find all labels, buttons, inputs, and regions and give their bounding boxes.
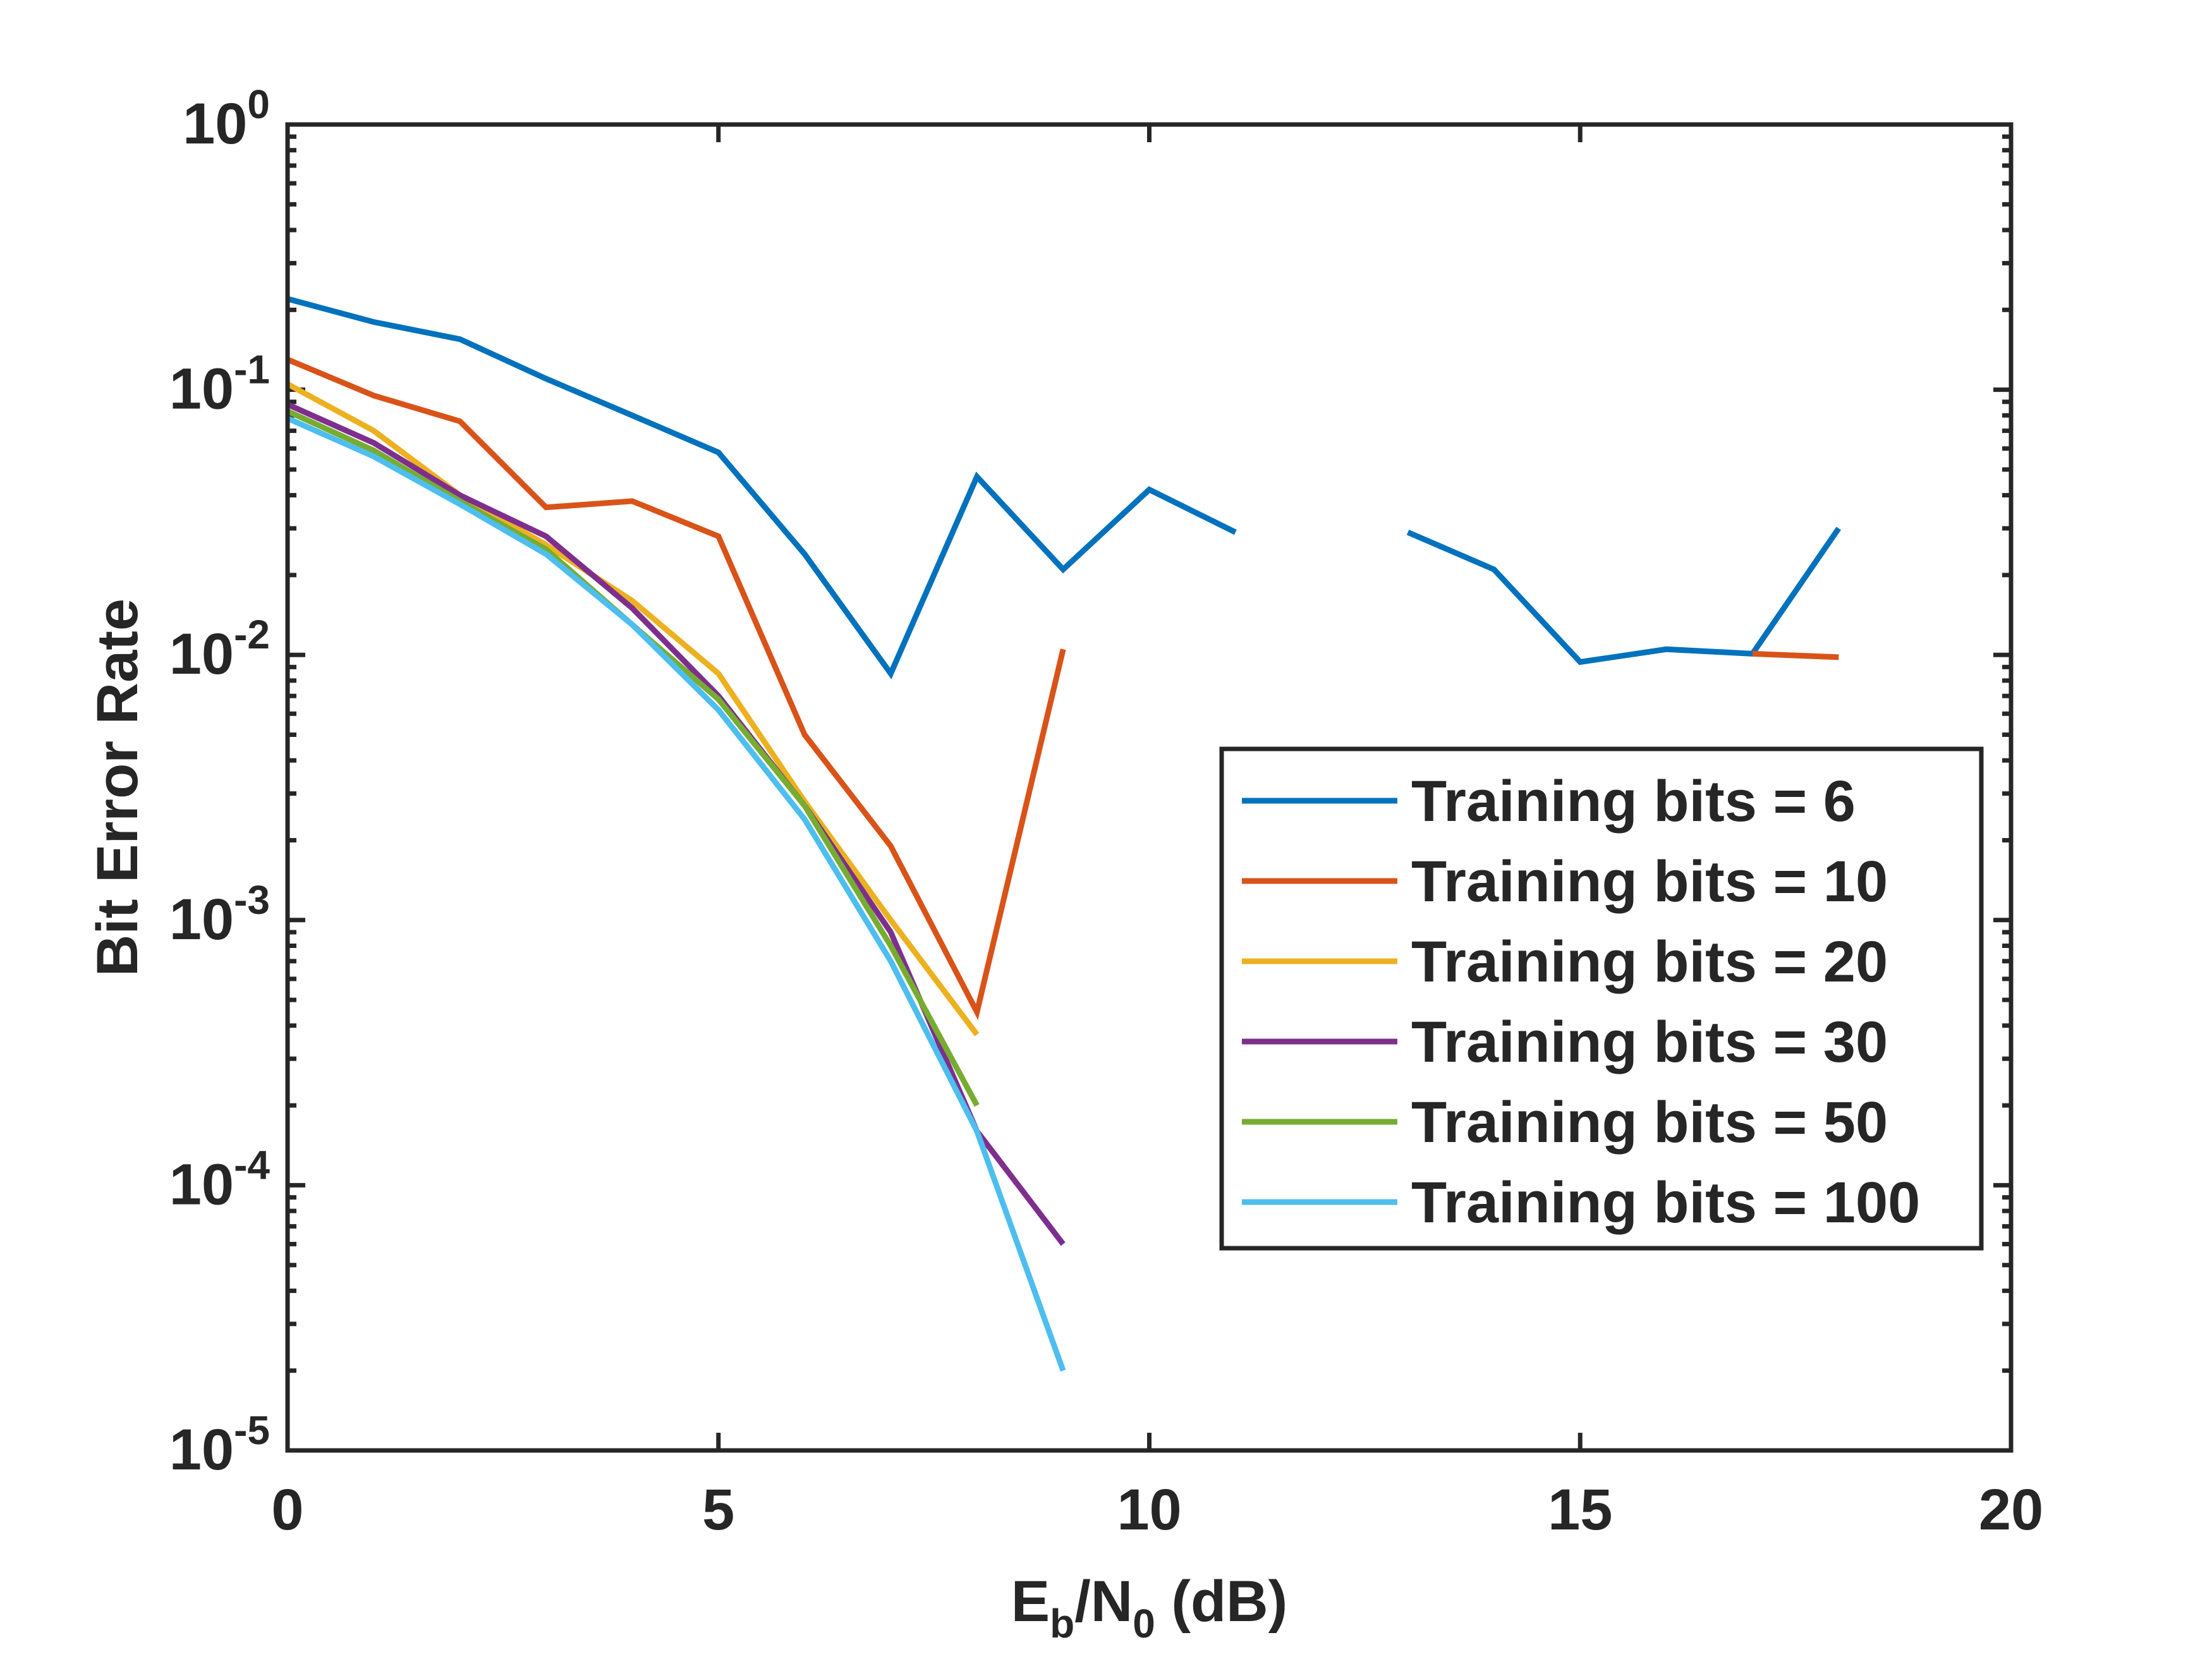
x-tick-label: 20	[1979, 1478, 2043, 1542]
legend-label: Training bits = 50	[1411, 1090, 1888, 1155]
series-line-3	[286, 381, 980, 1036]
legend-label: Training bits = 10	[1411, 849, 1888, 914]
y-tick-label-base: 10	[169, 887, 234, 952]
legend-box	[1219, 746, 1984, 1251]
x-axis-label-tail: (dB)	[1155, 1569, 1287, 1634]
x-axis-label-sub2: 0	[1133, 1601, 1155, 1646]
y-axis-label: Bit Error Rate	[85, 599, 150, 976]
series-lines	[286, 296, 1842, 1372]
legend: Training bits = 6 Training bits = 10 Train…	[1219, 746, 1984, 1251]
y-tick-label: 100	[183, 82, 270, 156]
y-tick-label-exponent: -4	[234, 1142, 270, 1188]
x-axis-label-mid: /N	[1074, 1569, 1133, 1634]
series-line-4	[286, 401, 1066, 1246]
y-tick-label-base: 10	[169, 1418, 234, 1482]
plot-frame	[285, 122, 2014, 1453]
legend-label: Training bits = 100	[1411, 1170, 1920, 1235]
y-tick-label-exponent: 0	[247, 82, 270, 127]
x-tick-label: 15	[1548, 1478, 1612, 1542]
y-tick-label-exponent: -3	[234, 877, 270, 923]
x-axis-label: Eb/N0 (dB)	[1011, 1569, 1288, 1646]
series-line-1	[286, 296, 1842, 679]
y-tick-label-exponent: -5	[234, 1407, 270, 1453]
y-tick-label: 10-5	[169, 1407, 270, 1482]
series-line-6	[286, 415, 1066, 1372]
legend-label: Training bits = 6	[1411, 769, 1856, 834]
y-tick-label: 10-1	[169, 347, 270, 422]
y-tick-label-base: 10	[169, 622, 234, 686]
y-tick-label: 10-4	[169, 1142, 270, 1217]
y-tick-label-exponent: -2	[234, 612, 270, 657]
legend-entries: Training bits = 6 Training bits = 10 Train…	[1242, 769, 1920, 1235]
y-tick-label: 10-3	[169, 877, 270, 952]
y-tick-label-exponent: -1	[234, 347, 270, 392]
y-tick-label-base: 10	[169, 1152, 234, 1217]
x-tick-labels: 0 5 10 15 20	[271, 1478, 2043, 1542]
x-tick-label: 5	[702, 1478, 734, 1542]
y-tick-label-base: 10	[183, 92, 247, 156]
x-tick-label: 0	[271, 1478, 303, 1542]
legend-label: Training bits = 20	[1411, 930, 1888, 994]
x-axis-label-main: E	[1011, 1569, 1050, 1634]
x-axis-label-sub1: b	[1050, 1601, 1074, 1646]
legend-label: Training bits = 30	[1411, 1010, 1888, 1074]
y-tick-label: 10-2	[169, 612, 270, 686]
series-line-2	[286, 356, 1839, 1021]
x-tick-label: 10	[1117, 1478, 1181, 1542]
y-tick-label-base: 10	[169, 357, 234, 422]
